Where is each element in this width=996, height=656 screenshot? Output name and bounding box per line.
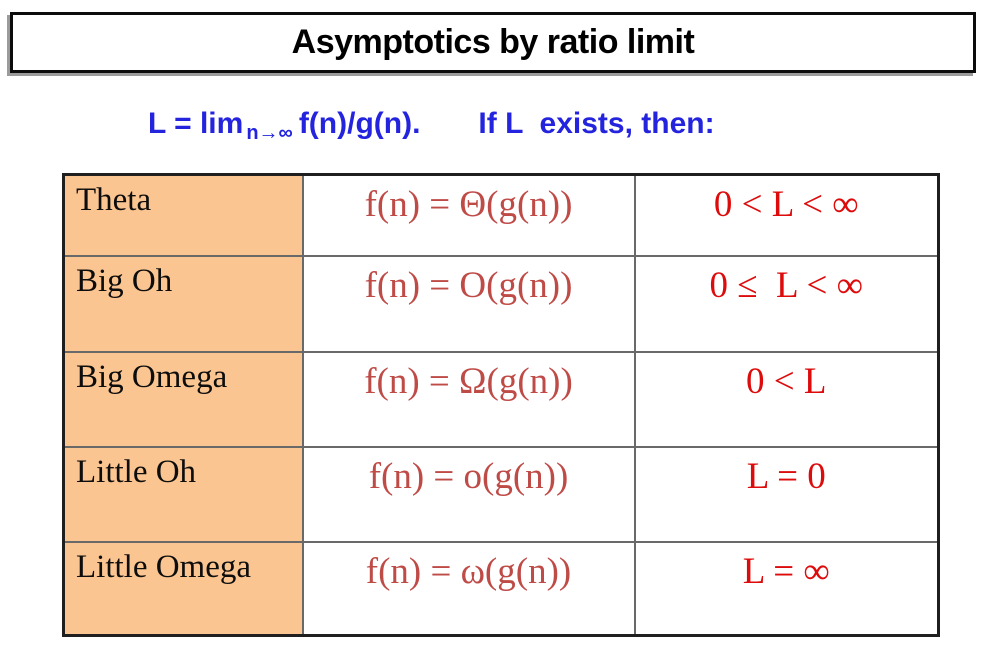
table-row: Big Oh f(n) = O(g(n)) 0 ≤ L < ∞: [62, 255, 940, 353]
formula-cell: f(n) = O(g(n)): [301, 255, 636, 353]
row-label-cell: Big Omega: [62, 351, 304, 448]
limit-prefix: L = lim: [148, 107, 244, 140]
limit-value-cell: L = ∞: [633, 541, 940, 637]
limit-subscript: n→∞: [246, 122, 293, 144]
limit-value-cell: 0 ≤ L < ∞: [633, 255, 940, 353]
limit-value-cell: L = 0: [633, 446, 940, 543]
row-label-cell: Little Omega: [62, 541, 304, 637]
page-title: Asymptotics by ratio limit: [291, 23, 695, 61]
formula-cell: f(n) = Ω(g(n)): [301, 351, 636, 448]
formula-cell: f(n) = o(g(n)): [301, 446, 636, 543]
formula-cell: f(n) = Θ(g(n)): [301, 173, 636, 257]
limit-definition-line: L = lim n→∞ f(n)/g(n). If L exists, then:: [148, 106, 715, 145]
row-label-cell: Little Oh: [62, 446, 304, 543]
table-row: Little Omega f(n) = ω(g(n)) L = ∞: [62, 541, 940, 637]
limit-expression: f(n)/g(n).: [298, 107, 421, 140]
row-label-cell: Theta: [62, 173, 304, 257]
title-box: Asymptotics by ratio limit: [10, 12, 976, 73]
row-label-cell: Big Oh: [62, 255, 304, 353]
table-row: Little Oh f(n) = o(g(n)) L = 0: [62, 446, 940, 543]
condition-text: If L exists, then:: [478, 107, 715, 140]
table-row: Theta f(n) = Θ(g(n)) 0 < L < ∞: [62, 173, 940, 257]
formula-cell: f(n) = ω(g(n)): [301, 541, 636, 637]
limit-value-cell: 0 < L < ∞: [633, 173, 940, 257]
table-row: Big Omega f(n) = Ω(g(n)) 0 < L: [62, 351, 940, 448]
limit-value-cell: 0 < L: [633, 351, 940, 448]
asymptotics-table: Theta f(n) = Θ(g(n)) 0 < L < ∞ Big Oh f(…: [62, 173, 940, 637]
